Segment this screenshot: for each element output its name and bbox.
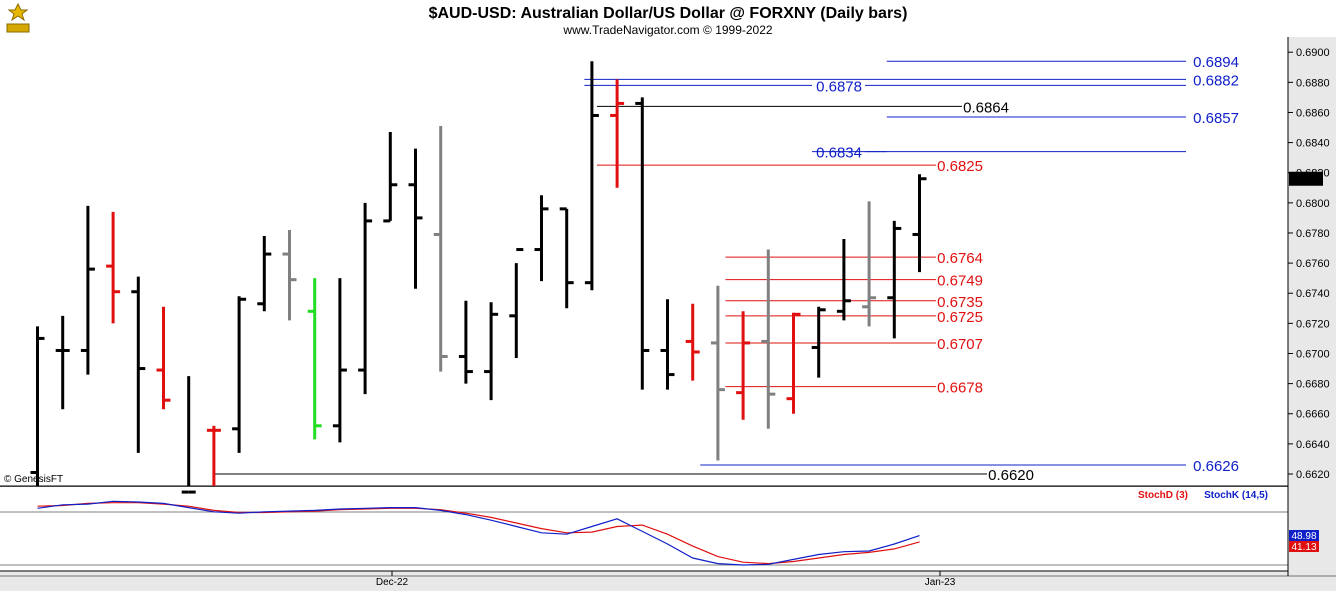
date-tick-label: Jan-23 — [925, 577, 956, 588]
ohlc-bar — [257, 235, 272, 312]
ohlc-bar — [232, 296, 247, 453]
ohlc-bars — [30, 61, 927, 494]
price-axis-background — [1288, 37, 1336, 591]
price-tick-label: 0.6880 — [1296, 77, 1330, 89]
level-label: 0.6749 — [937, 273, 983, 290]
ohlc-bar — [761, 249, 776, 429]
date-axis-background — [0, 571, 1288, 591]
price-tick-label: 0.6620 — [1296, 469, 1330, 481]
ohlc-bar — [433, 126, 448, 372]
ohlc-bar — [635, 97, 650, 390]
stoch-d-value: 41.13 — [1291, 542, 1316, 553]
price-tick-label: 0.6720 — [1296, 318, 1330, 330]
stoch-d-value-box — [1289, 541, 1319, 552]
level-label: 0.6882 — [1193, 72, 1239, 89]
ohlc-bar — [383, 132, 398, 223]
level-label: 0.6834 — [816, 145, 862, 162]
stoch-lines — [37, 500, 920, 566]
level-label: 0.6707 — [937, 336, 983, 353]
level-label: 0.6620 — [988, 467, 1034, 484]
chart-title: $AUD-USD: Australian Dollar/US Dollar @ … — [429, 5, 908, 22]
ohlc-bar — [106, 211, 121, 324]
ohlc-bar — [206, 425, 221, 486]
level-label: 0.6825 — [937, 158, 983, 175]
ohlc-bar — [912, 174, 927, 273]
watermark: © GenesisFT — [4, 474, 63, 485]
price-tick-label: 0.6800 — [1296, 198, 1330, 210]
price-tick-label: 0.6680 — [1296, 379, 1330, 391]
price-tick-label: 0.6640 — [1296, 439, 1330, 451]
ohlc-bar — [685, 303, 700, 381]
ohlc-bar — [408, 148, 423, 289]
price-tick-label: 0.6900 — [1296, 47, 1330, 59]
ohlc-bar — [484, 302, 499, 401]
price-tick-label: 0.6700 — [1296, 348, 1330, 360]
stoch-k-value: 48.98 — [1291, 531, 1316, 542]
price-tick-label: 0.6760 — [1296, 258, 1330, 270]
ohlc-bar — [332, 278, 347, 443]
stoch-k-value-box — [1289, 530, 1319, 541]
last-price-text: 0.6816 — [1289, 174, 1323, 186]
level-label: 0.6678 — [937, 380, 983, 397]
price-tick-label: 0.6860 — [1296, 107, 1330, 119]
level-label: 0.6864 — [963, 99, 1009, 116]
ohlc-bar — [786, 312, 801, 414]
chart-subtitle: www.TradeNavigator.com © 1999-2022 — [562, 23, 772, 37]
price-tick-label: 0.6780 — [1296, 228, 1330, 240]
ohlc-bar — [55, 315, 70, 410]
ohlc-bar — [282, 229, 297, 321]
ohlc-bar — [181, 376, 196, 494]
stoch-legend: StochD (3) StochK (14,5) — [1138, 490, 1268, 501]
ohlc-bar — [610, 79, 625, 188]
ohlc-bar — [156, 306, 171, 410]
ohlc-bar — [509, 248, 524, 359]
price-tick-label: 0.6660 — [1296, 409, 1330, 421]
ohlc-bar — [710, 285, 725, 461]
ohlc-bar — [862, 201, 877, 327]
ohlc-bar — [358, 202, 373, 395]
stoch-k-line — [37, 500, 920, 566]
ohlc-bar — [30, 326, 45, 486]
ohlc-bar — [307, 278, 322, 440]
level-label: 0.6626 — [1193, 458, 1239, 475]
level-label: 0.6725 — [937, 309, 983, 326]
ohlc-bar — [736, 311, 751, 420]
last-price-badge: 0.6816 — [1289, 171, 1323, 186]
stoch-d-legend: StochD (3) — [1138, 490, 1188, 501]
level-label: 0.6878 — [816, 78, 862, 95]
ohlc-bar — [534, 195, 549, 282]
ohlc-bar — [836, 238, 851, 321]
ohlc-bar — [458, 300, 473, 384]
price-tick-label: 0.6840 — [1296, 138, 1330, 150]
level-label: 0.6894 — [1193, 54, 1239, 71]
ohlc-bar — [131, 276, 146, 453]
ohlc-bar — [660, 299, 675, 390]
date-axis: Dec-22 Jan-23 — [376, 571, 956, 588]
ohlc-bar — [811, 306, 826, 378]
level-label: 0.6857 — [1193, 110, 1239, 127]
price-tick-label: 0.6740 — [1296, 288, 1330, 300]
last-price-box — [1289, 171, 1323, 186]
level-label: 0.6764 — [937, 250, 983, 267]
ohlc-bar — [80, 205, 95, 375]
ohlc-bar — [559, 207, 574, 309]
level-label: 0.6735 — [937, 294, 983, 311]
date-tick-label: Dec-22 — [376, 577, 409, 588]
genesis-logo-icon — [6, 2, 30, 33]
stoch-k-legend: StochK (14,5) — [1204, 490, 1268, 501]
ohlc-bar — [584, 61, 599, 291]
ohlc-bar — [887, 220, 902, 339]
